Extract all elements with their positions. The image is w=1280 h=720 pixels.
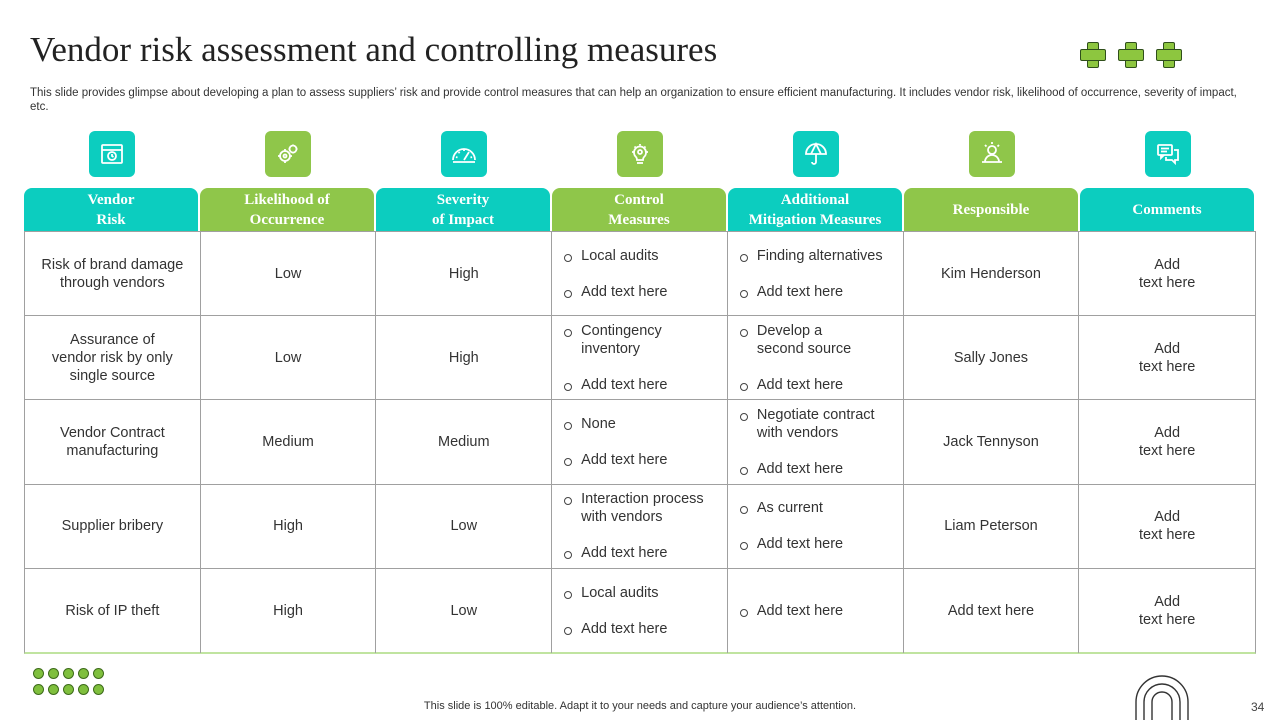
comments-cell: Add text here	[1138, 509, 1196, 544]
lightbulb-gear-icon	[617, 131, 663, 177]
comments-cell: Add text here	[1138, 593, 1196, 628]
column-header: Responsible	[904, 188, 1078, 231]
dot-grid-decoration	[33, 668, 104, 695]
column-header: Vendor Risk	[24, 188, 198, 231]
list-item: Finding alternatives	[739, 247, 883, 265]
column-header: Severity of Impact	[376, 188, 550, 231]
control-measures-cell: None Add text here	[552, 400, 728, 484]
responsible-cell: Liam Peterson	[904, 484, 1080, 568]
column-icon-row	[24, 131, 1256, 177]
plus-decoration	[1080, 42, 1182, 68]
list-item: Local audits	[564, 584, 667, 602]
severity-cell: Low	[376, 568, 553, 653]
plus-icon	[1118, 42, 1144, 68]
vendor-risk-cell: Assurance of vendor risk by only single …	[25, 316, 201, 400]
dot-icon	[63, 668, 74, 679]
control-measures-cell: Interaction process with vendors Add tex…	[552, 484, 728, 568]
comments-cell: Add text here	[1138, 424, 1196, 459]
mitigation-cell: Add text here	[728, 568, 904, 653]
list-item: Add text here	[739, 376, 851, 394]
plus-icon	[1080, 42, 1106, 68]
table-row: Risk of IP theft High Low Local audits A…	[25, 568, 1255, 653]
list-item: Add text here	[564, 283, 667, 301]
responsible-cell: Add text here	[904, 568, 1080, 653]
list-item: Add text here	[739, 460, 875, 478]
list-item: Add text here	[739, 283, 883, 301]
dot-icon	[33, 668, 44, 679]
vendor-risk-cell: Vendor Contract manufacturing	[25, 400, 201, 484]
dot-icon	[48, 684, 59, 695]
control-measures-cell: Local audits Add text here	[552, 232, 728, 316]
table-row: Vendor Contract manufacturing Medium Med…	[25, 400, 1255, 485]
arch-icon	[1135, 675, 1189, 720]
severity-cell: Medium	[376, 400, 553, 484]
column-header: Likelihood of Occurrence	[200, 188, 374, 231]
store-icon	[89, 131, 135, 177]
list-item: Add text here	[564, 620, 667, 638]
list-item: Interaction process with vendors	[564, 490, 704, 526]
control-measures-cell: Local audits Add text here	[552, 568, 728, 653]
responsible-cell: Jack Tennyson	[904, 400, 1080, 484]
dot-icon	[78, 684, 89, 695]
column-header: Control Measures	[552, 188, 726, 231]
slide-title: Vendor risk assessment and controlling m…	[30, 30, 718, 69]
list-item: Add text here	[564, 376, 667, 394]
list-item: Add text here	[564, 451, 667, 469]
list-item: Contingency inventory	[564, 322, 667, 358]
list-item: As current	[739, 499, 843, 517]
comments-cell: Add text here	[1138, 256, 1196, 291]
dot-icon	[48, 668, 59, 679]
list-item: None	[564, 415, 667, 433]
dot-icon	[33, 684, 44, 695]
list-item: Negotiate contract with vendors	[739, 406, 875, 442]
mitigation-cell: Negotiate contract with vendors Add text…	[728, 400, 904, 484]
dot-icon	[63, 684, 74, 695]
column-header: Additional Mitigation Measures	[728, 188, 902, 231]
table-row: Risk of brand damage through vendors Low…	[25, 232, 1255, 317]
vendor-risk-cell: Supplier bribery	[25, 484, 201, 568]
responsible-cell: Sally Jones	[904, 316, 1080, 400]
risk-table: Risk of brand damage through vendors Low…	[24, 231, 1256, 654]
comments-cell: Add text here	[1138, 340, 1196, 375]
vendor-risk-cell: Risk of brand damage through vendors	[25, 232, 201, 316]
umbrella-icon	[793, 131, 839, 177]
mitigation-cell: As current Add text here	[728, 484, 904, 568]
list-item: Local audits	[564, 247, 667, 265]
responsible-cell: Kim Henderson	[904, 232, 1080, 316]
mitigation-cell: Finding alternatives Add text here	[728, 232, 904, 316]
list-item: Develop a second source	[739, 322, 851, 358]
vendor-risk-cell: Risk of IP theft	[25, 568, 201, 653]
table-header: Vendor Risk Likelihood of Occurrence Sev…	[24, 188, 1256, 231]
likelihood-cell: Low	[201, 316, 377, 400]
list-item: Add text here	[739, 535, 843, 553]
list-item: Add text here	[739, 602, 843, 620]
dot-icon	[93, 668, 104, 679]
list-item: Add text here	[564, 544, 704, 562]
severity-cell: Low	[376, 484, 553, 568]
severity-cell: High	[376, 316, 553, 400]
person-icon	[969, 131, 1015, 177]
page-number: 34	[1251, 700, 1265, 714]
control-measures-cell: Contingency inventory Add text here	[552, 316, 728, 400]
severity-cell: High	[376, 232, 553, 316]
slide-footer: This slide is 100% editable. Adapt it to…	[423, 700, 857, 712]
mitigation-cell: Develop a second source Add text here	[728, 316, 904, 400]
table-row: Supplier bribery High Low Interaction pr…	[25, 484, 1255, 569]
dot-icon	[78, 668, 89, 679]
table-row: Assurance of vendor risk by only single …	[25, 316, 1255, 401]
likelihood-cell: Medium	[201, 400, 377, 484]
likelihood-cell: High	[201, 484, 377, 568]
gauge-icon	[441, 131, 487, 177]
plus-icon	[1156, 42, 1182, 68]
dot-icon	[93, 684, 104, 695]
gears-icon	[265, 131, 311, 177]
likelihood-cell: Low	[201, 232, 377, 316]
chat-icon	[1145, 131, 1191, 177]
likelihood-cell: High	[201, 568, 377, 653]
column-header: Comments	[1080, 188, 1254, 231]
slide-subtitle: This slide provides glimpse about develo…	[30, 87, 1237, 113]
